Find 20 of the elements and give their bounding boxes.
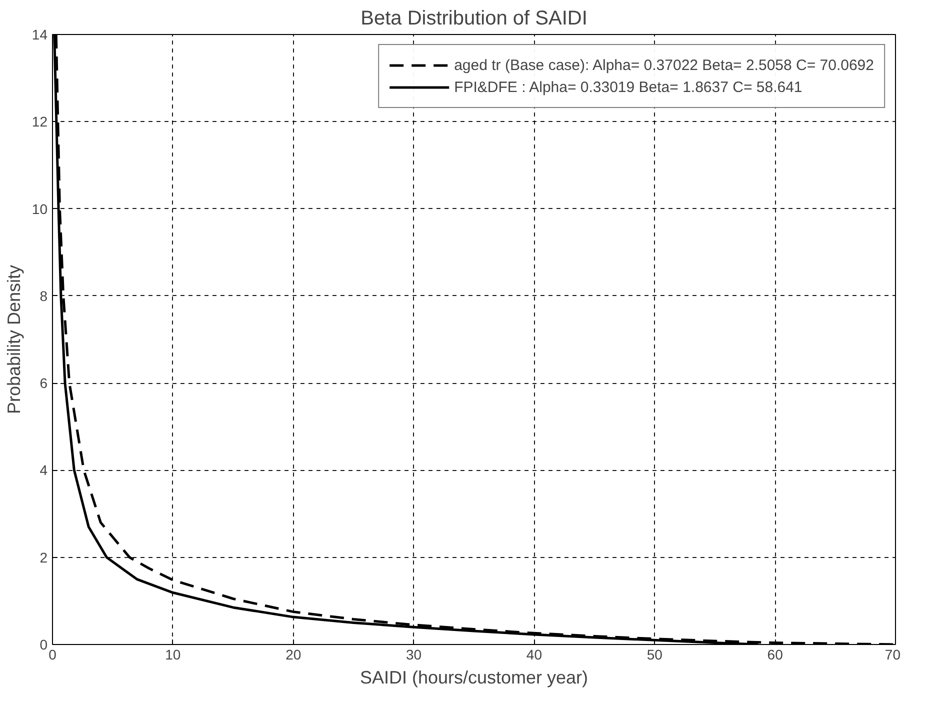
y-axis-title: Probability Density (4, 264, 24, 414)
y-tick-label: 0 (40, 636, 48, 652)
x-tick-label: 20 (286, 646, 302, 662)
chart-title: Beta Distribution of SAIDI (360, 8, 588, 30)
x-tick-label: 40 (526, 646, 542, 662)
x-tick-label: 50 (646, 646, 663, 662)
x-tick-label: 10 (165, 646, 181, 662)
y-tick-label: 12 (32, 114, 48, 130)
y-tick-label: 2 (40, 549, 48, 566)
x-axis-title: SAIDI (hours/customer year) (360, 668, 588, 688)
y-tick-label: 10 (32, 200, 48, 217)
y-tick-label: 6 (40, 375, 48, 392)
y-tick-label: 14 (32, 26, 48, 42)
y-tick-label: 8 (40, 288, 48, 304)
x-tick-label: 60 (767, 646, 784, 662)
y-tick-label: 4 (40, 462, 48, 478)
x-tick-label: 70 (884, 646, 901, 662)
legend-label: FPI&DFE : Alpha= 0.33019 Beta= 1.8637 C= 58.641 (454, 78, 802, 96)
legend-label: aged tr (Base case): Alpha= 0.37022 Beta= 2.5058 C= 70.0692 (454, 56, 874, 74)
x-tick-label: 30 (406, 646, 422, 662)
